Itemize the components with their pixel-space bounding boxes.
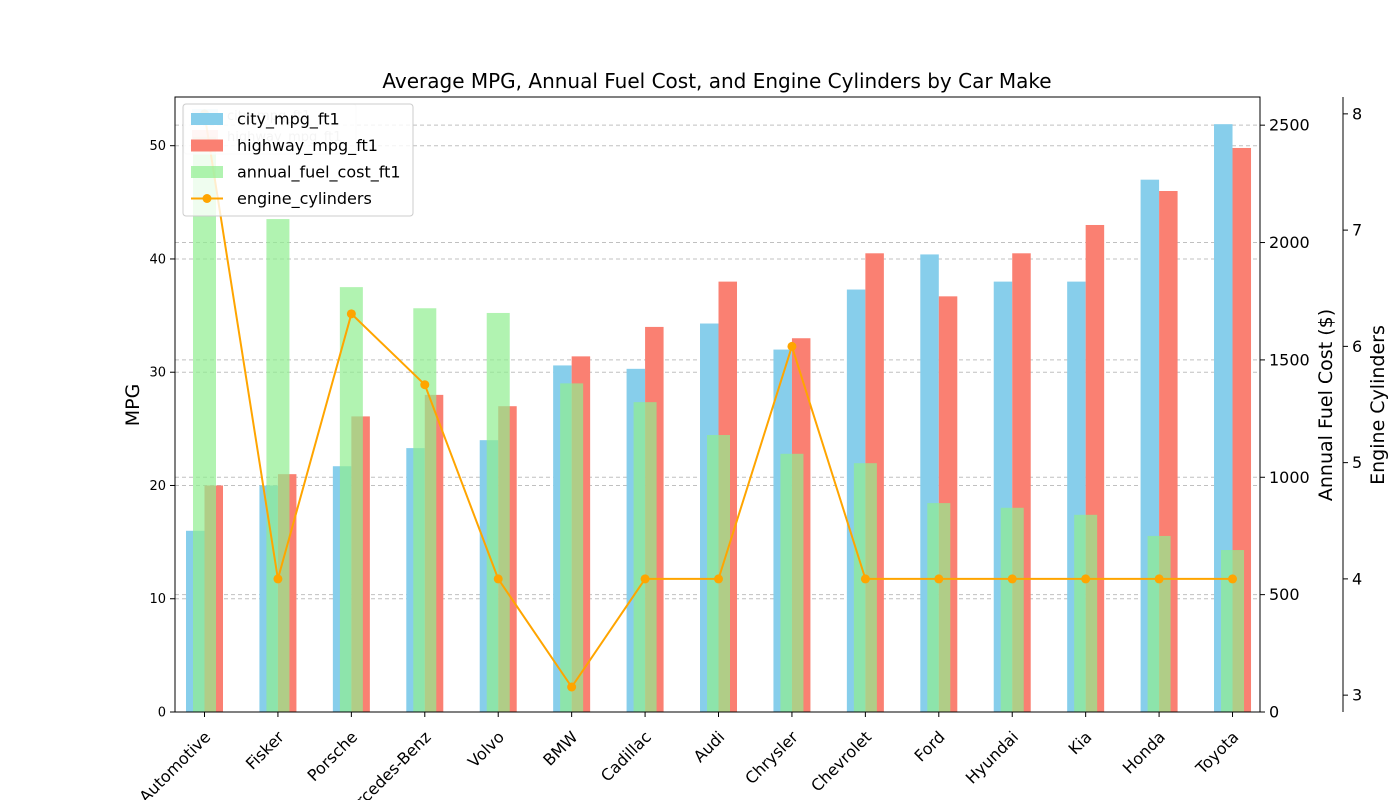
- annual-fuel-cost-bar: [707, 435, 731, 712]
- x-tick-label: BMW: [539, 727, 581, 769]
- engine-cylinders-point: [1081, 574, 1091, 584]
- engine-cylinders-point: [273, 574, 283, 584]
- engine-cylinders-point: [567, 682, 577, 692]
- y3-tick-label: 8: [1352, 104, 1362, 123]
- y2-tick-label: 1500: [1269, 350, 1310, 369]
- legend-label: engine_cylinders: [237, 189, 372, 209]
- engine-cylinders-point: [934, 574, 944, 584]
- engine-cylinders-point: [420, 380, 430, 390]
- annual-fuel-cost-bar: [486, 312, 510, 712]
- y2-tick-label: 0: [1269, 703, 1279, 722]
- engine-cylinders-point: [493, 574, 503, 584]
- engine-cylinders-point: [860, 574, 870, 584]
- engine-cylinders-point: [714, 574, 724, 584]
- plot-frame: [174, 96, 1261, 713]
- y-tick-label: 0: [158, 706, 166, 721]
- legend-swatch: [191, 139, 223, 152]
- annual-fuel-cost-bar: [1000, 507, 1024, 712]
- y-tick-label: 40: [149, 252, 166, 267]
- engine-cylinders-point: [1007, 574, 1017, 584]
- legend-label: highway_mpg_ft1: [237, 136, 378, 156]
- x-tick-label: Chevrolet: [807, 727, 875, 795]
- annual-fuel-cost-bar: [633, 402, 657, 712]
- y3-tick-label: 4: [1352, 569, 1362, 588]
- y2-tick-label: 2000: [1269, 233, 1310, 252]
- annual-fuel-cost-bar: [1221, 550, 1245, 712]
- legend-label: city_mpg_ft1: [237, 110, 340, 130]
- chart-title: Average MPG, Annual Fuel Cost, and Engin…: [382, 69, 1051, 93]
- y3-tick-label: 7: [1352, 221, 1362, 240]
- legend: city_mpg_ft1highway_mpg_ft1city_mpg_ft1h…: [182, 103, 414, 217]
- y-tick-label: 20: [149, 479, 166, 494]
- bars: [186, 124, 1252, 713]
- x-tick-label: Chrysler: [741, 727, 802, 788]
- y2-tick-label: 1000: [1269, 468, 1310, 487]
- annual-fuel-cost-bar: [413, 308, 437, 712]
- y3-tick-label: 5: [1352, 453, 1362, 472]
- annual-fuel-cost-bar: [1147, 535, 1171, 712]
- legend-frame: [182, 103, 414, 217]
- y-tick-label: 50: [149, 139, 166, 154]
- x-tick-label: Hyundai: [962, 727, 1022, 787]
- y3-tick-label: 3: [1352, 686, 1362, 705]
- engine-cylinders-point: [1154, 574, 1164, 584]
- y3-axis-title: Engine Cylinders: [1367, 325, 1389, 485]
- x-tick-label: Porsche: [304, 727, 362, 785]
- annual-fuel-cost-bar: [853, 463, 877, 712]
- x-tick-label: Fisker: [242, 727, 288, 773]
- annual-fuel-cost-bar: [339, 287, 363, 712]
- engine-cylinders-point: [640, 574, 650, 584]
- annual-fuel-cost-bar: [193, 136, 216, 712]
- y2-tick-label: 2500: [1269, 116, 1310, 135]
- y3-tick-label: 6: [1352, 337, 1362, 356]
- y-axis-title: MPG: [122, 384, 144, 427]
- x-tick-label: Audi: [690, 727, 729, 766]
- engine-cylinders-point: [787, 341, 797, 351]
- engine-cylinders-point: [346, 309, 356, 319]
- y-tick-label: 10: [149, 592, 166, 607]
- x-tick-label: Cadillac: [597, 727, 655, 785]
- legend-swatch: [191, 166, 223, 178]
- annual-fuel-cost-bar: [266, 219, 290, 712]
- engine-cylinders-point: [1228, 574, 1238, 584]
- x-tick-label: Honda: [1119, 727, 1169, 777]
- x-tick-label: rcedes-Benz: [352, 727, 435, 800]
- legend-label: annual_fuel_cost_ft1: [237, 163, 401, 183]
- y-tick-label: 30: [149, 366, 166, 381]
- x-tick-label: e Automotive: [125, 727, 214, 800]
- legend-marker: [202, 194, 212, 203]
- annual-fuel-cost-bar: [780, 453, 804, 712]
- annual-fuel-cost-bar: [1074, 514, 1098, 712]
- x-tick-label: Toyota: [1191, 727, 1242, 778]
- y2-axis-title: Annual Fuel Cost ($): [1315, 309, 1337, 501]
- y2-tick-label: 500: [1269, 585, 1300, 604]
- annual-fuel-cost-bar: [560, 383, 584, 712]
- x-tick-label: Kia: [1065, 727, 1096, 758]
- x-tick-label: Ford: [911, 727, 949, 765]
- x-tick-label: Volvo: [464, 727, 508, 771]
- legend-swatch: [191, 113, 223, 125]
- annual-fuel-cost-bar: [927, 503, 951, 712]
